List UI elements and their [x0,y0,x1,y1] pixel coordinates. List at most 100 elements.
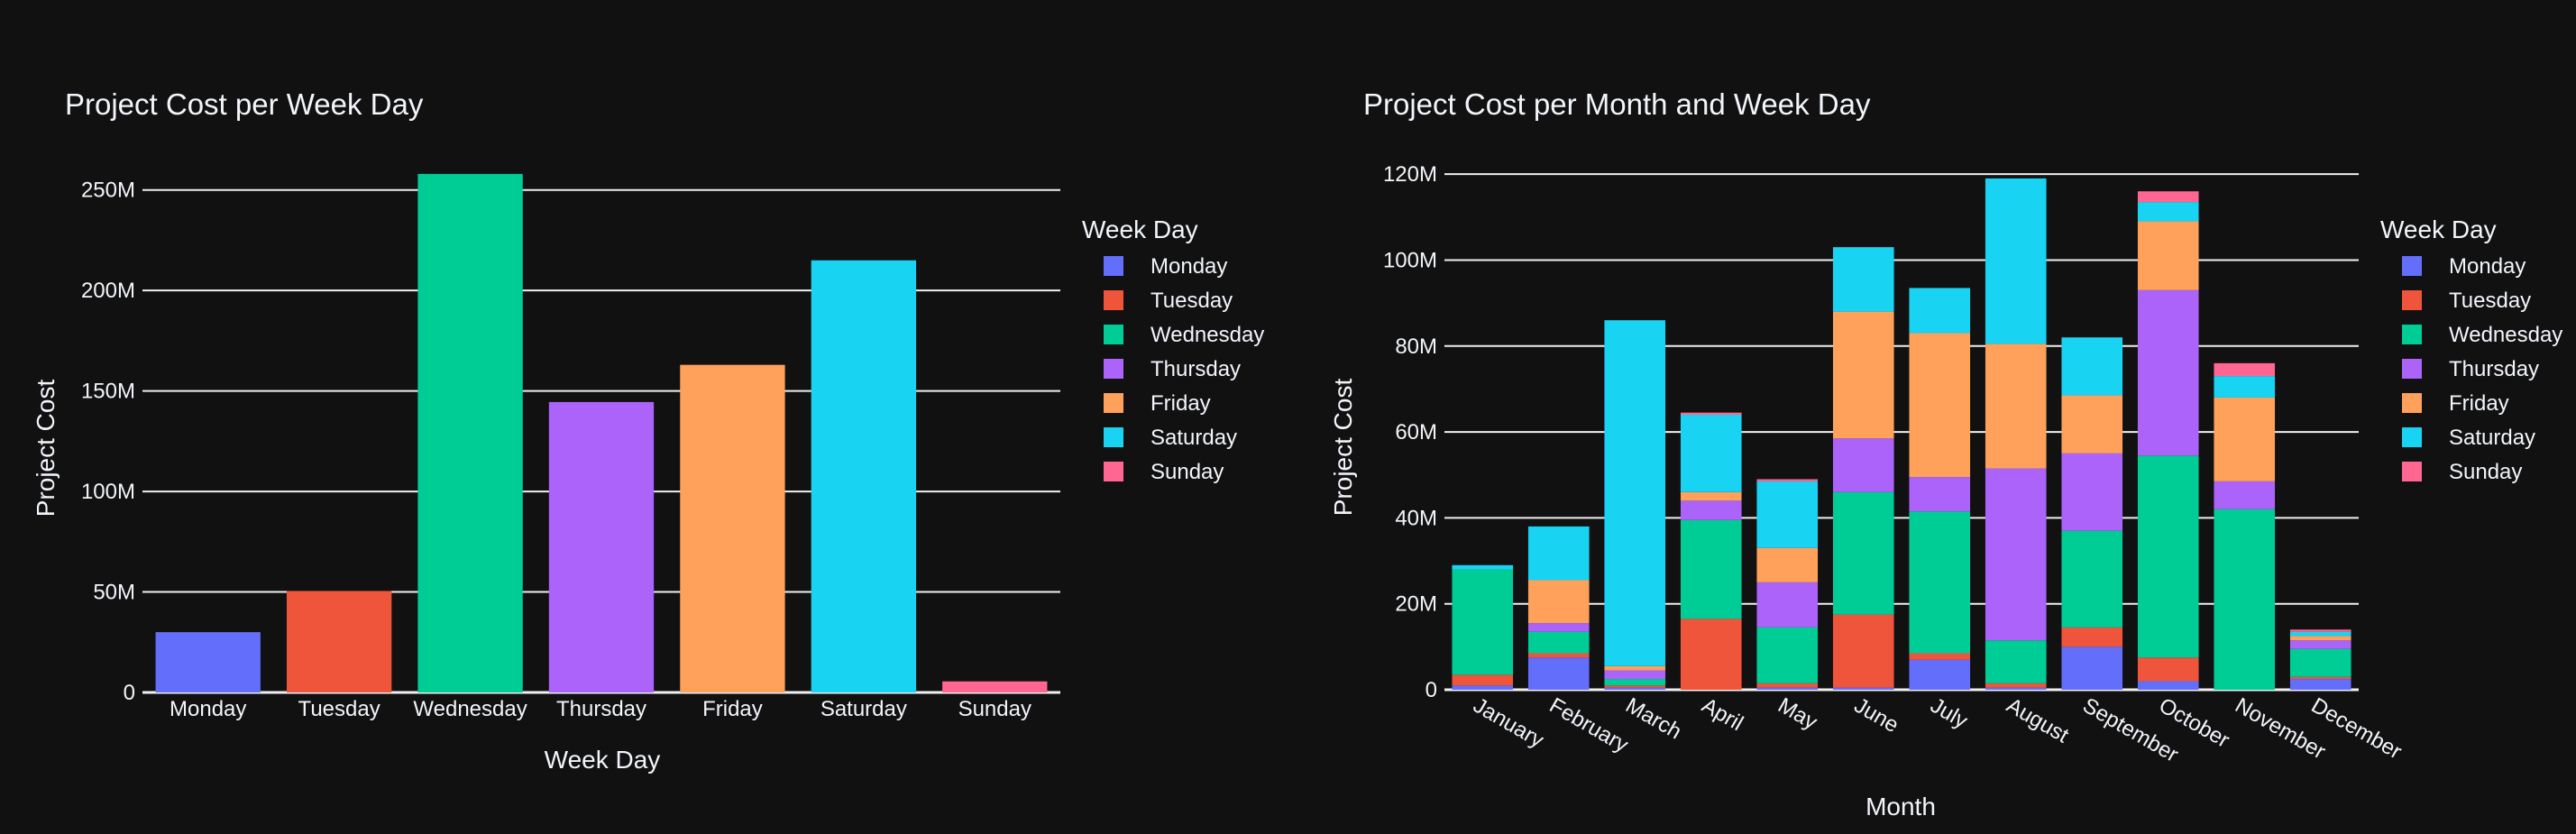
x-tick-label: April [1698,693,1747,736]
bar-segment-december-saturday [2289,631,2351,637]
x-tick-labels: Monday Tuesday Wednesday Thursday Friday Satu… [170,697,1031,721]
legend: Week Day Monday Tuesday Wednesday Thursday F… [1082,215,1264,484]
bar-segment-april-thursday [1680,500,1742,520]
legend-item-sunday: Sunday [1150,460,1224,484]
bar-segment-july-saturday [1909,288,1971,334]
bar-segment-july-friday [1909,333,1971,478]
bar-segment-may-wednesday [1756,627,1819,683]
bar-segment-september-wednesday [2061,530,2123,628]
bar-segment-october-sunday [2137,191,2199,203]
bar-segment-september-friday [2061,395,2123,454]
bar-segment-march-tuesday [1604,685,1666,688]
bar-segment-november-wednesday [2214,509,2276,690]
y-tick-labels: 0 20M 40M 60M 80M 100M 120M [1383,162,1437,702]
bar-segment-may-saturday [1756,481,1819,548]
bar-segment-april-sunday [1680,412,1742,415]
bar-segment-july-thursday [1909,477,1971,512]
y-tick-label: 20M [1395,592,1437,617]
bar-segment-february-monday [1527,657,1590,690]
bar-segment-february-thursday [1527,623,1590,632]
legend-swatch-wednesday [1104,325,1123,344]
legend-item-thursday: Thursday [1150,357,1241,381]
bar-segment-january-saturday [1452,564,1514,570]
legend-item-saturday: Saturday [1150,426,1237,450]
legend-item-friday: Friday [2449,391,2509,416]
bar-thursday [548,401,655,692]
gridlines [1444,173,2359,692]
bar-segment-march-thursday [1604,670,1666,680]
legend-item-tuesday: Tuesday [1150,289,1233,313]
legend-item-saturday: Saturday [2449,426,2535,450]
legend-swatch-thursday [1104,359,1123,379]
y-tick-label: 100M [81,480,135,504]
legend-item-friday: Friday [1150,391,1211,416]
bar-segment-december-monday [2289,679,2351,690]
bar-segment-january-wednesday [1452,569,1514,675]
bar-segment-january-monday [1452,685,1514,690]
x-axis-title: Week Day [545,746,661,774]
legend-item-tuesday: Tuesday [2449,289,2531,313]
bar-segment-august-monday [1985,687,2047,690]
y-tick-label: 200M [81,279,135,303]
chart-title: Project Cost per Week Day [65,87,424,121]
bar-segment-december-sunday [2289,629,2351,632]
legend-swatch-thursday [2402,359,2422,379]
bar-segment-november-saturday [2214,376,2276,398]
y-axis-title: Project Cost [32,380,60,518]
x-tick-label: June [1850,693,1903,738]
x-tick-label: Thursday [556,697,646,721]
legend-swatch-friday [2402,393,2422,413]
bar-segment-july-monday [1909,659,1971,690]
legend-item-monday: Monday [1150,254,1227,279]
legend-item-thursday: Thursday [2449,357,2539,381]
bar-segment-june-wednesday [1832,491,1894,615]
chart-month-week-day: Project Cost per Month and Week Day 0 20M… [1329,87,2562,820]
x-tick-label: January [1469,693,1547,753]
legend-swatch-sunday [2402,462,2422,481]
bar-segment-october-wednesday [2137,455,2199,658]
legend-swatch-sunday [1104,462,1123,481]
x-axis-title: Month [1866,793,1936,820]
bar-segment-august-tuesday [1985,683,2047,688]
bar-segment-june-friday [1832,311,1894,439]
bar-segment-september-thursday [2061,453,2123,531]
legend-swatch-tuesday [1104,290,1123,310]
bar-segment-april-wednesday [1680,519,1742,619]
bar-segment-march-saturday [1604,320,1666,666]
bar-monday [155,632,261,692]
bar-segment-may-tuesday [1756,683,1819,688]
legend-title: Week Day [1082,215,1198,243]
bar-segment-april-tuesday [1680,619,1742,690]
x-tick-label: August [2003,693,2073,748]
bar-segment-december-thursday [2289,640,2351,649]
bar-segment-march-wednesday [1604,679,1666,686]
legend-swatch-saturday [1104,427,1123,447]
y-tick-labels: 0 50M 100M 150M 200M 250M [81,179,135,705]
bar-segment-november-thursday [2214,481,2276,509]
x-tick-label: Tuesday [298,697,380,721]
y-axis-title: Project Cost [1329,379,1357,517]
y-tick-label: 150M [81,380,135,404]
x-tick-label: Monday [170,697,246,721]
bar-segment-april-friday [1680,491,1742,501]
bar-segment-october-friday [2137,221,2199,290]
bar-segment-february-saturday [1527,526,1590,581]
legend-swatch-wednesday [2402,325,2422,344]
y-tick-label: 50M [93,581,135,605]
bar-segment-june-saturday [1832,247,1894,312]
bar-segment-july-tuesday [1909,653,1971,660]
bar-segment-august-saturday [1985,178,2047,344]
bar-friday [680,364,785,692]
bar-segment-september-tuesday [2061,627,2123,647]
bar-segment-february-friday [1527,580,1590,624]
legend: Week Day Monday Tuesday Wednesday Thursday F… [2380,215,2562,484]
bar-segment-september-monday [2061,646,2123,690]
bar-segment-october-saturday [2137,202,2199,222]
legend-title: Week Day [2380,215,2497,243]
stacked-bars [1452,178,2351,690]
y-tick-label: 80M [1395,335,1437,359]
y-tick-label: 100M [1383,248,1437,272]
y-tick-label: 0 [1426,678,1437,702]
bar-segment-december-tuesday [2289,676,2351,680]
